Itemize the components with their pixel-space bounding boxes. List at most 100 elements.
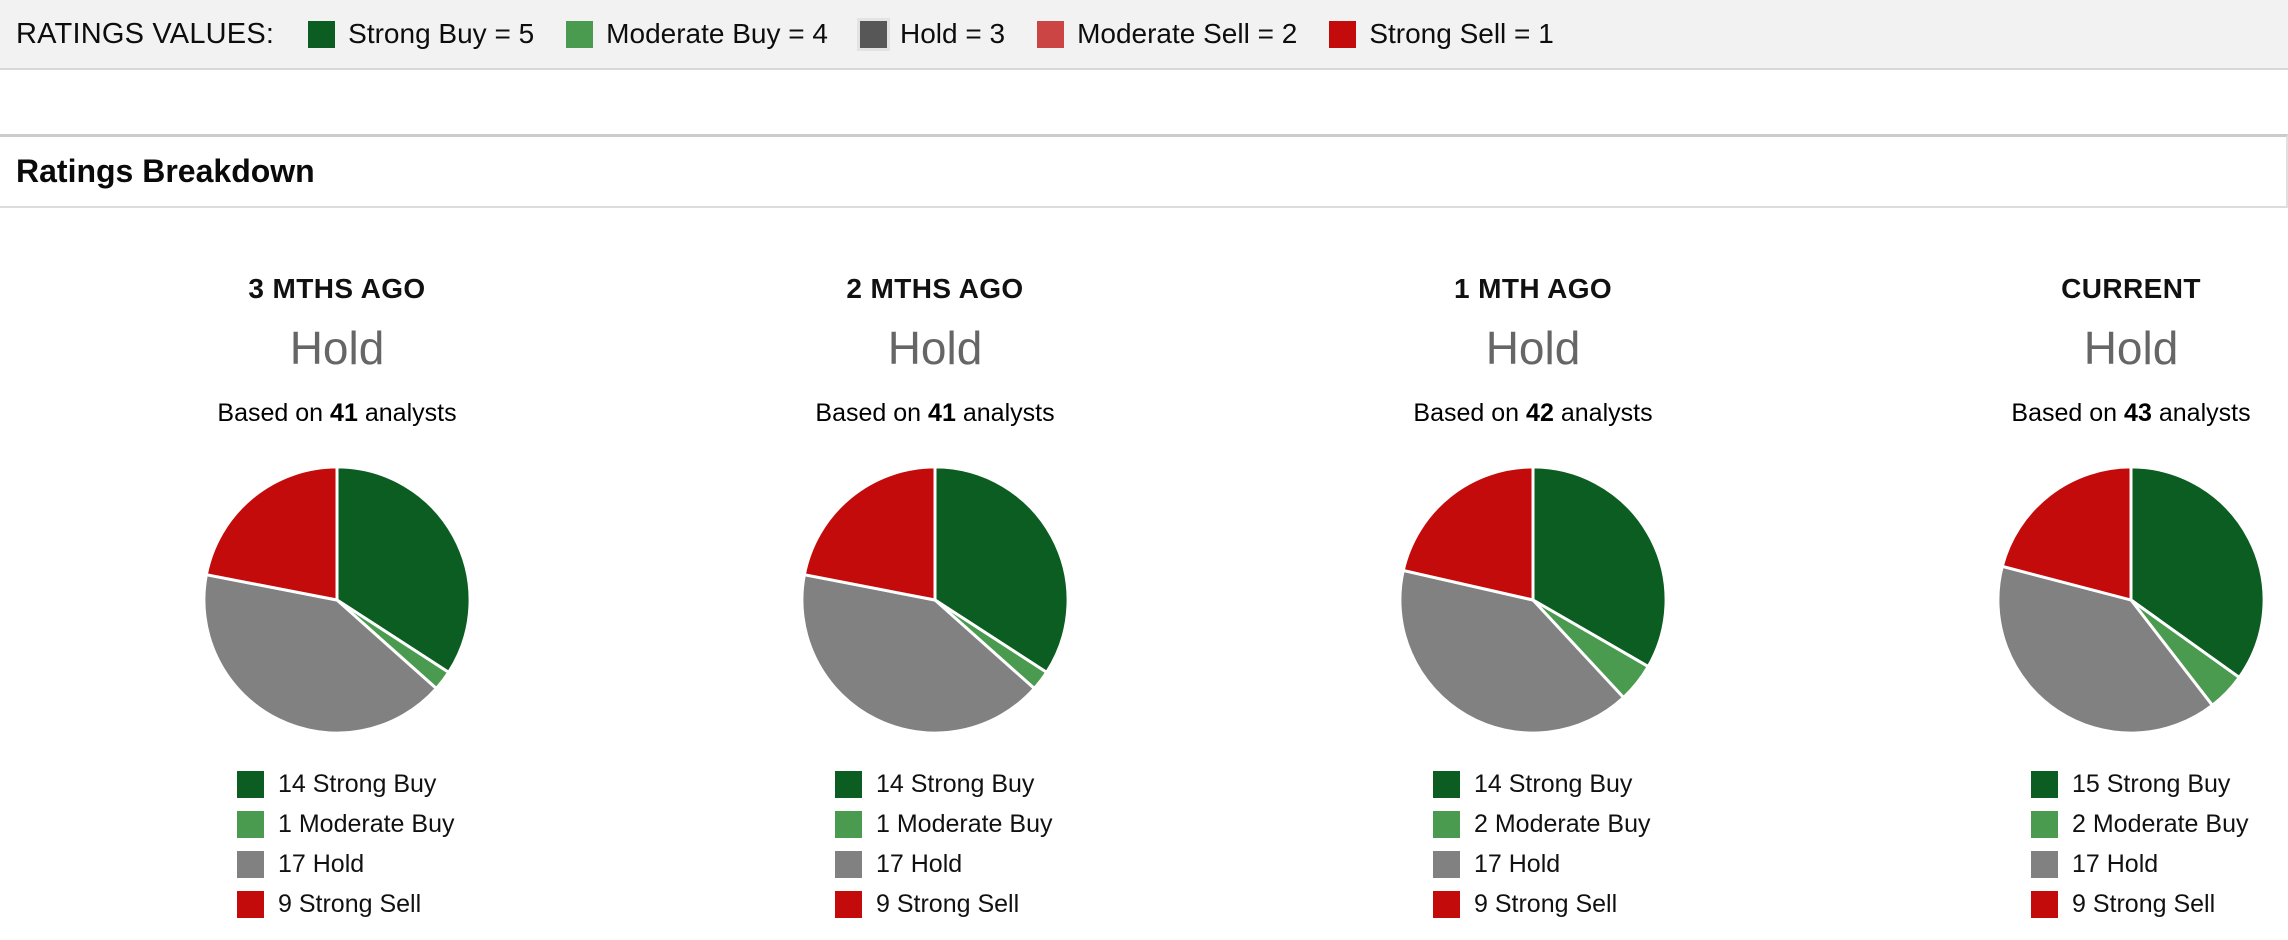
legend-label: 14 Strong Buy bbox=[876, 770, 1035, 798]
legend-item: 17 Hold bbox=[835, 850, 1075, 879]
based-on-prefix: Based on bbox=[2011, 399, 2118, 427]
pie-legend: 14 Strong Buy 1 Moderate Buy 17 Hold 9 S… bbox=[237, 770, 477, 930]
ratings-value-label: Strong Sell = 1 bbox=[1369, 18, 1554, 49]
chart-period-label: CURRENT bbox=[2061, 273, 2201, 304]
legend-label: 9 Strong Sell bbox=[1474, 890, 1618, 918]
legend-label: 14 Strong Buy bbox=[1474, 770, 1633, 798]
strong-buy-swatch-icon bbox=[2031, 771, 2058, 798]
ratings-value-strong-sell: Strong Sell = 1 bbox=[1329, 18, 1554, 50]
strong-sell-swatch-icon bbox=[835, 891, 862, 918]
analyst-count-line: Based on 42 analysts bbox=[1413, 398, 1652, 428]
based-on-prefix: Based on bbox=[815, 399, 922, 427]
based-on-prefix: Based on bbox=[1413, 399, 1520, 427]
legend-item: 1 Moderate Buy bbox=[237, 810, 477, 839]
ratings-value-label: Strong Buy = 5 bbox=[348, 18, 535, 49]
ratings-value-hold: Hold = 3 bbox=[859, 18, 1006, 50]
legend-item: 17 Hold bbox=[237, 850, 477, 879]
moderate-buy-swatch-icon bbox=[566, 20, 594, 48]
legend-label: 17 Hold bbox=[876, 850, 963, 878]
chart-period-label: 1 MTH AGO bbox=[1453, 273, 1613, 304]
ratings-value-moderate-sell: Moderate Sell = 2 bbox=[1037, 18, 1297, 50]
ratings-chart-current: CURRENT Hold Based on 43 analysts 15 Str… bbox=[1832, 208, 2288, 930]
ratings-pie-chart bbox=[1398, 465, 1668, 735]
moderate-buy-swatch-icon bbox=[1433, 811, 1460, 838]
strong-buy-swatch-icon bbox=[237, 771, 264, 798]
strong-buy-swatch-icon bbox=[308, 20, 336, 48]
strong-sell-swatch-icon bbox=[1329, 20, 1357, 48]
legend-item: 2 Moderate Buy bbox=[2031, 810, 2271, 839]
consensus-rating: Hold bbox=[887, 322, 983, 374]
analyst-count: 41 bbox=[928, 399, 956, 427]
legend-label: 2 Moderate Buy bbox=[1474, 810, 1651, 838]
section-header: Ratings Breakdown bbox=[0, 134, 2288, 208]
strong-buy-swatch-icon bbox=[1433, 771, 1460, 798]
analyst-count: 42 bbox=[1526, 399, 1554, 427]
strong-buy-swatch-icon bbox=[835, 771, 862, 798]
ratings-value-label: Moderate Buy = 4 bbox=[606, 18, 828, 49]
hold-swatch-icon bbox=[835, 851, 862, 878]
ratings-value-label: Moderate Sell = 2 bbox=[1077, 18, 1298, 49]
consensus-rating: Hold bbox=[1485, 322, 1581, 374]
legend-label: 15 Strong Buy bbox=[2072, 770, 2231, 798]
analyst-count-line: Based on 43 analysts bbox=[2011, 398, 2250, 428]
based-on-suffix: analysts bbox=[364, 399, 457, 427]
based-on-suffix: analysts bbox=[2158, 399, 2251, 427]
legend-label: 17 Hold bbox=[1474, 850, 1561, 878]
consensus-rating: Hold bbox=[289, 322, 385, 374]
legend-label: 1 Moderate Buy bbox=[876, 810, 1053, 838]
legend-item: 14 Strong Buy bbox=[1433, 770, 1673, 799]
based-on-suffix: analysts bbox=[1560, 399, 1653, 427]
ratings-chart-1-mth-ago: 1 MTH AGO Hold Based on 42 analysts 14 S… bbox=[1234, 208, 1832, 930]
legend-item: 9 Strong Sell bbox=[835, 890, 1075, 919]
strong-sell-swatch-icon bbox=[2031, 891, 2058, 918]
ratings-values-legend: Strong Buy = 5 Moderate Buy = 4 Hold = 3… bbox=[308, 18, 1554, 50]
ratings-value-label: Hold = 3 bbox=[899, 18, 1006, 49]
hold-swatch-icon bbox=[237, 851, 264, 878]
moderate-sell-swatch-icon bbox=[1037, 20, 1065, 48]
based-on-prefix: Based on bbox=[217, 399, 324, 427]
chart-period-label: 3 MTHS AGO bbox=[248, 273, 426, 304]
ratings-values-label: RATINGS VALUES: bbox=[16, 17, 275, 50]
legend-item: 9 Strong Sell bbox=[1433, 890, 1673, 919]
legend-label: 9 Strong Sell bbox=[278, 890, 422, 918]
moderate-buy-swatch-icon bbox=[2031, 811, 2058, 838]
hold-swatch-icon bbox=[1433, 851, 1460, 878]
ratings-pie-chart bbox=[202, 465, 472, 735]
legend-item: 17 Hold bbox=[2031, 850, 2271, 879]
ratings-pie-chart bbox=[1996, 465, 2266, 735]
chart-period-label: 2 MTHS AGO bbox=[846, 273, 1024, 304]
legend-item: 14 Strong Buy bbox=[835, 770, 1075, 799]
legend-label: 1 Moderate Buy bbox=[278, 810, 455, 838]
legend-label: 2 Moderate Buy bbox=[2072, 810, 2249, 838]
ratings-value-strong-buy: Strong Buy = 5 bbox=[308, 18, 534, 50]
legend-item: 15 Strong Buy bbox=[2031, 770, 2271, 799]
based-on-suffix: analysts bbox=[962, 399, 1055, 427]
pie-legend: 15 Strong Buy 2 Moderate Buy 17 Hold 9 S… bbox=[2031, 770, 2271, 930]
hold-swatch-icon bbox=[2031, 851, 2058, 878]
legend-item: 14 Strong Buy bbox=[237, 770, 477, 799]
ratings-chart-2-mths-ago: 2 MTHS AGO Hold Based on 41 analysts 14 … bbox=[636, 208, 1234, 930]
legend-item: 1 Moderate Buy bbox=[835, 810, 1075, 839]
ratings-breakdown-charts: 3 MTHS AGO Hold Based on 41 analysts 14 … bbox=[0, 208, 2288, 930]
consensus-rating: Hold bbox=[2083, 322, 2179, 374]
analyst-count-line: Based on 41 analysts bbox=[217, 398, 456, 428]
analyst-count: 43 bbox=[2124, 399, 2152, 427]
pie-legend: 14 Strong Buy 2 Moderate Buy 17 Hold 9 S… bbox=[1433, 770, 1673, 930]
legend-label: 17 Hold bbox=[2072, 850, 2159, 878]
legend-label: 14 Strong Buy bbox=[278, 770, 437, 798]
ratings-values-bar: RATINGS VALUES: Strong Buy = 5 Moderate … bbox=[0, 0, 2288, 70]
ratings-pie-chart bbox=[800, 465, 1070, 735]
legend-label: 9 Strong Sell bbox=[876, 890, 1020, 918]
analyst-count: 41 bbox=[330, 399, 358, 427]
strong-sell-swatch-icon bbox=[1433, 891, 1460, 918]
moderate-buy-swatch-icon bbox=[835, 811, 862, 838]
strong-sell-swatch-icon bbox=[237, 891, 264, 918]
ratings-value-moderate-buy: Moderate Buy = 4 bbox=[566, 18, 828, 50]
legend-item: 9 Strong Sell bbox=[237, 890, 477, 919]
legend-label: 9 Strong Sell bbox=[2072, 890, 2216, 918]
spacer bbox=[0, 70, 2288, 134]
pie-legend: 14 Strong Buy 1 Moderate Buy 17 Hold 9 S… bbox=[835, 770, 1075, 930]
legend-item: 9 Strong Sell bbox=[2031, 890, 2271, 919]
moderate-buy-swatch-icon bbox=[237, 811, 264, 838]
analyst-count-line: Based on 41 analysts bbox=[815, 398, 1054, 428]
